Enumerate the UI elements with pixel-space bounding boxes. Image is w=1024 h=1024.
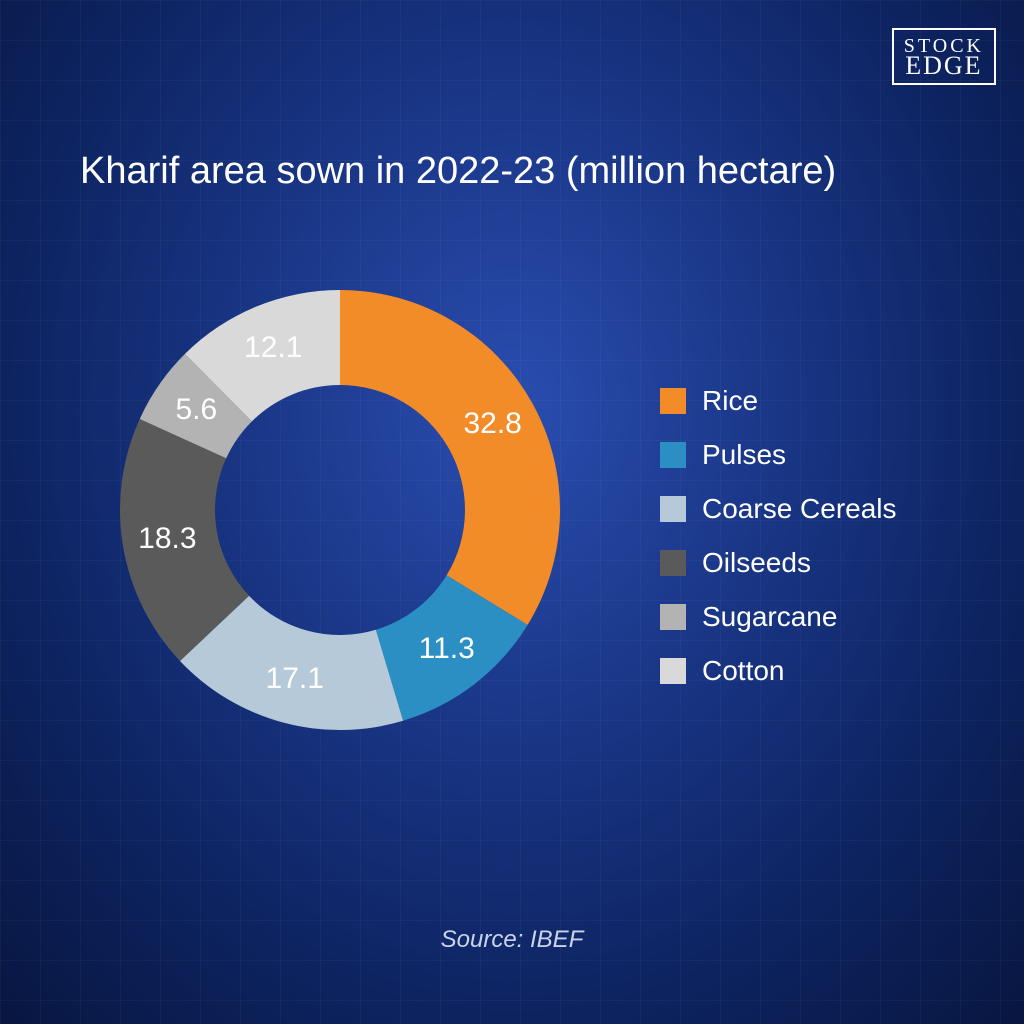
legend-row-cotton: Cotton [660,655,897,687]
legend-swatch [660,604,686,630]
donut-slice-rice [340,290,560,625]
slice-value-cotton: 12.1 [244,331,302,365]
legend-swatch [660,442,686,468]
legend-label: Sugarcane [702,601,837,633]
slice-value-pulses: 11.3 [419,632,475,666]
legend-swatch [660,496,686,522]
slice-value-sugarcane: 5.6 [175,393,217,427]
slice-value-rice: 32.8 [463,407,521,441]
legend-row-rice: Rice [660,385,897,417]
chart-title: Kharif area sown in 2022-23 (million hec… [80,150,836,193]
legend-swatch [660,550,686,576]
slice-value-coarse-cereals: 17.1 [266,662,324,696]
legend: Rice Pulses Coarse Cereals Oilseeds Sugarcan… [660,385,897,709]
legend-row-pulses: Pulses [660,439,897,471]
legend-label: Rice [702,385,758,417]
legend-label: Cotton [702,655,785,687]
brand-logo: STOCK EDGE [892,28,996,85]
legend-label: Oilseeds [702,547,811,579]
slice-value-oilseeds: 18.3 [138,522,196,556]
legend-swatch [660,658,686,684]
legend-row-oilseeds: Oilseeds [660,547,897,579]
logo-line-2: EDGE [904,55,984,77]
legend-label: Pulses [702,439,786,471]
source-text: Source: IBEF [0,926,1024,954]
legend-swatch [660,388,686,414]
donut-chart: 32.8 11.3 17.1 18.3 5.6 12.1 [80,250,600,770]
legend-label: Coarse Cereals [702,493,897,525]
legend-row-sugarcane: Sugarcane [660,601,897,633]
legend-row-coarse-cereals: Coarse Cereals [660,493,897,525]
donut-svg [80,250,600,770]
